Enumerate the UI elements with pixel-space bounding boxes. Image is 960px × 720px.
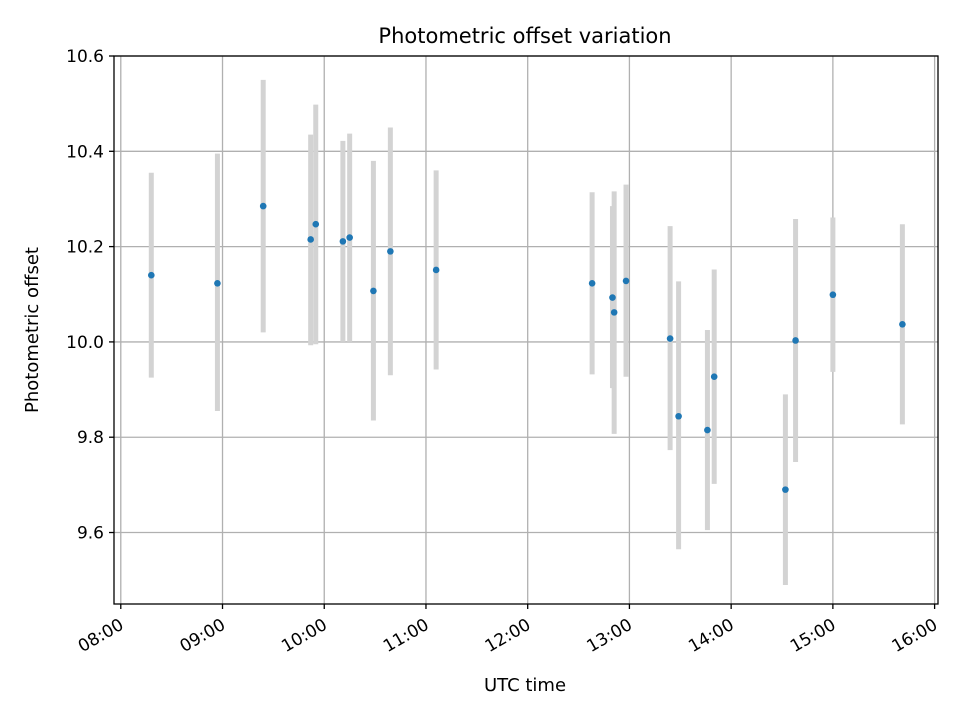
data-point [704, 426, 711, 434]
x-axis-label: UTC time [484, 675, 566, 696]
data-point [792, 337, 799, 344]
y-tick-label: 10.4 [66, 142, 104, 162]
y-tick-label: 10.6 [66, 47, 104, 67]
data-point [259, 202, 267, 210]
data-point [609, 294, 616, 301]
y-tick-label: 9.8 [77, 428, 104, 448]
data-point [782, 486, 789, 493]
data-point [666, 335, 674, 342]
plot-frame [113, 55, 939, 605]
data-point [710, 373, 718, 380]
data-point [148, 271, 155, 279]
data-point [588, 280, 596, 287]
y-tick-label: 10.0 [66, 333, 104, 353]
data-point [899, 320, 906, 328]
data-point [214, 280, 221, 287]
data-point [339, 238, 347, 245]
data-point [370, 287, 377, 295]
data-point [432, 266, 440, 274]
data-point [622, 277, 630, 285]
data-point [387, 248, 394, 255]
data-point [346, 234, 353, 241]
chart-title: Photometric offset variation [378, 24, 671, 48]
data-point [307, 236, 314, 243]
grid [114, 55, 938, 604]
data-point [675, 412, 682, 420]
data-points [148, 202, 906, 493]
data-point [312, 220, 320, 228]
y-tick-label: 9.6 [77, 524, 104, 544]
y-axis-ticks: 9.6 9.8 10.0 10.2 10.4 10.6 [66, 47, 114, 544]
data-point [610, 309, 618, 316]
data-point [829, 291, 837, 299]
y-tick-label: 10.2 [66, 238, 104, 258]
y-axis-label: Photometric offset [22, 247, 43, 413]
